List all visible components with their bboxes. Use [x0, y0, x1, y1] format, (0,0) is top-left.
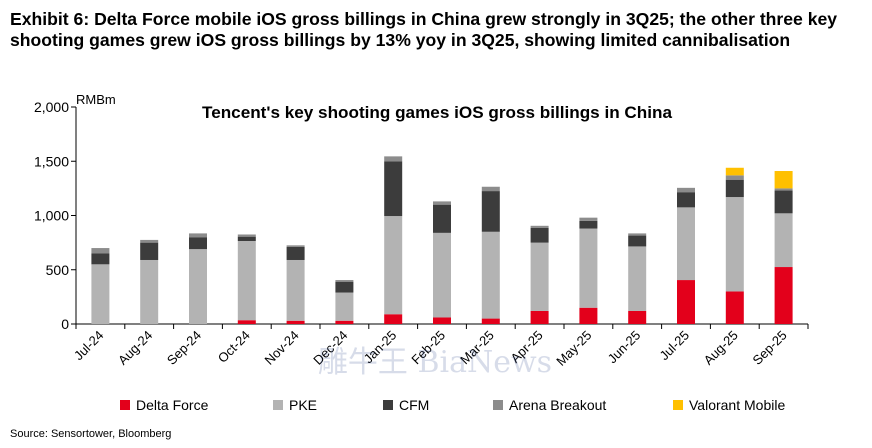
legend-swatch-cfm [383, 400, 393, 410]
x-tick-label: Aug-25 [701, 328, 741, 368]
legend-label-pke: PKE [289, 397, 317, 413]
bar-pke-aug-24 [140, 259, 159, 324]
bar-arena-breakout-dec-24 [335, 280, 354, 282]
legend-label-cfm: CFM [399, 397, 429, 413]
legend-label-delta-force: Delta Force [136, 397, 209, 413]
bar-pke-nov-24 [286, 259, 305, 321]
bar-pke-dec-24 [335, 292, 354, 321]
bar-cfm-feb-25 [433, 204, 451, 233]
bar-pke-jul-24 [91, 264, 110, 324]
bar-pke-jan-25 [384, 216, 403, 315]
bar-cfm-oct-24 [237, 236, 256, 241]
exhibit-title: Exhibit 6: Delta Force mobile iOS gross … [10, 9, 838, 50]
y-axis: 0 500 1,000 1,500 2,000 [34, 99, 77, 332]
bar-cfm-may-25 [579, 220, 598, 229]
legend-swatch-valorant-mobile [673, 400, 683, 410]
bar-delta-force-oct-24 [237, 320, 256, 324]
bar-arena-breakout-sep-25 [774, 188, 793, 191]
legend-label-valorant-mobile: Valorant Mobile [689, 397, 785, 413]
bar-arena-breakout-nov-24 [286, 245, 305, 247]
bar-cfm-aug-24 [140, 242, 159, 260]
watermark: 雕牛王 BiaNews [318, 345, 552, 380]
bar-cfm-dec-24 [335, 281, 354, 293]
bar-pke-aug-25 [725, 197, 744, 292]
bar-delta-force-mar-25 [481, 318, 500, 324]
legend-swatch-arena-breakout [493, 400, 503, 410]
bar-pke-jun-25 [628, 246, 647, 311]
bar-delta-force-jan-25 [384, 314, 403, 324]
bar-cfm-jun-25 [628, 235, 647, 247]
bar-cfm-sep-24 [189, 237, 207, 250]
x-tick-label: Sep-25 [749, 328, 789, 368]
bar-cfm-jul-25 [677, 192, 695, 208]
x-tick-label: Nov-24 [261, 328, 301, 368]
bar-delta-force-jul-25 [677, 280, 695, 324]
legend-swatch-pke [273, 400, 283, 410]
bar-delta-force-nov-24 [286, 320, 305, 324]
x-tick-label: Jun-25 [605, 328, 644, 367]
bar-arena-breakout-jan-25 [384, 156, 403, 162]
x-tick-label: Jul-24 [71, 328, 107, 364]
y-tick-label: 1,000 [34, 208, 69, 224]
y-tick-label: 0 [61, 316, 69, 332]
bar-cfm-jul-24 [91, 253, 110, 265]
bar-delta-force-apr-25 [530, 310, 549, 324]
bar-pke-sep-25 [774, 213, 793, 268]
bar-cfm-apr-25 [530, 227, 549, 243]
bar-valorant-mobile-aug-25 [725, 167, 744, 176]
watermark-text: 雕牛王 BiaNews [318, 345, 552, 380]
bar-pke-mar-25 [481, 231, 500, 319]
bar-cfm-jan-25 [384, 161, 403, 217]
bars [91, 156, 793, 324]
bar-delta-force-may-25 [579, 307, 598, 324]
bar-pke-may-25 [579, 228, 598, 308]
bar-delta-force-feb-25 [433, 317, 451, 324]
bar-arena-breakout-apr-25 [530, 225, 549, 228]
bar-arena-breakout-oct-24 [237, 234, 256, 237]
bar-pke-feb-25 [433, 232, 451, 318]
x-tick-label: Jul-25 [656, 328, 692, 364]
source-note: Source: Sensortower, Bloomberg [10, 428, 172, 440]
bar-cfm-aug-25 [725, 179, 744, 198]
legend-swatch-delta-force [120, 400, 130, 410]
bar-cfm-sep-25 [774, 190, 793, 214]
bar-pke-apr-25 [530, 242, 549, 311]
bar-delta-force-dec-24 [335, 320, 354, 324]
bar-arena-breakout-aug-25 [725, 175, 744, 180]
y-tick-label: 2,000 [34, 99, 69, 115]
bar-delta-force-jun-25 [628, 310, 647, 324]
bar-pke-jul-25 [677, 207, 695, 281]
bar-delta-force-sep-25 [774, 267, 793, 324]
y-tick-label: 500 [46, 262, 70, 278]
x-tick-label: Sep-24 [164, 328, 204, 368]
bar-arena-breakout-jun-25 [628, 233, 647, 236]
bar-arena-breakout-jul-24 [91, 248, 110, 254]
y-axis-unit-label: RMBm [76, 92, 116, 107]
x-tick-label: Aug-24 [115, 328, 155, 368]
bar-arena-breakout-mar-25 [481, 186, 500, 192]
bar-arena-breakout-sep-24 [189, 233, 207, 238]
bar-arena-breakout-may-25 [579, 217, 598, 221]
x-tick-label: May-25 [553, 328, 594, 369]
bar-cfm-nov-24 [286, 246, 305, 260]
legend: Delta Force PKE CFM Arena Breakout Valorant … [120, 397, 785, 413]
legend-label-arena-breakout: Arena Breakout [509, 397, 606, 413]
y-tick-label: 1,500 [34, 153, 69, 169]
bar-pke-oct-24 [237, 240, 256, 321]
bar-delta-force-aug-25 [725, 291, 744, 324]
bar-valorant-mobile-sep-25 [774, 171, 793, 189]
bar-arena-breakout-aug-24 [140, 239, 159, 243]
chart-title: Tencent's key shooting games iOS gross b… [202, 103, 673, 122]
bar-arena-breakout-jul-25 [677, 187, 695, 193]
bar-pke-sep-24 [189, 249, 207, 324]
bar-cfm-mar-25 [481, 191, 500, 232]
bar-arena-breakout-feb-25 [433, 201, 451, 205]
x-tick-label: Oct-24 [215, 328, 253, 366]
